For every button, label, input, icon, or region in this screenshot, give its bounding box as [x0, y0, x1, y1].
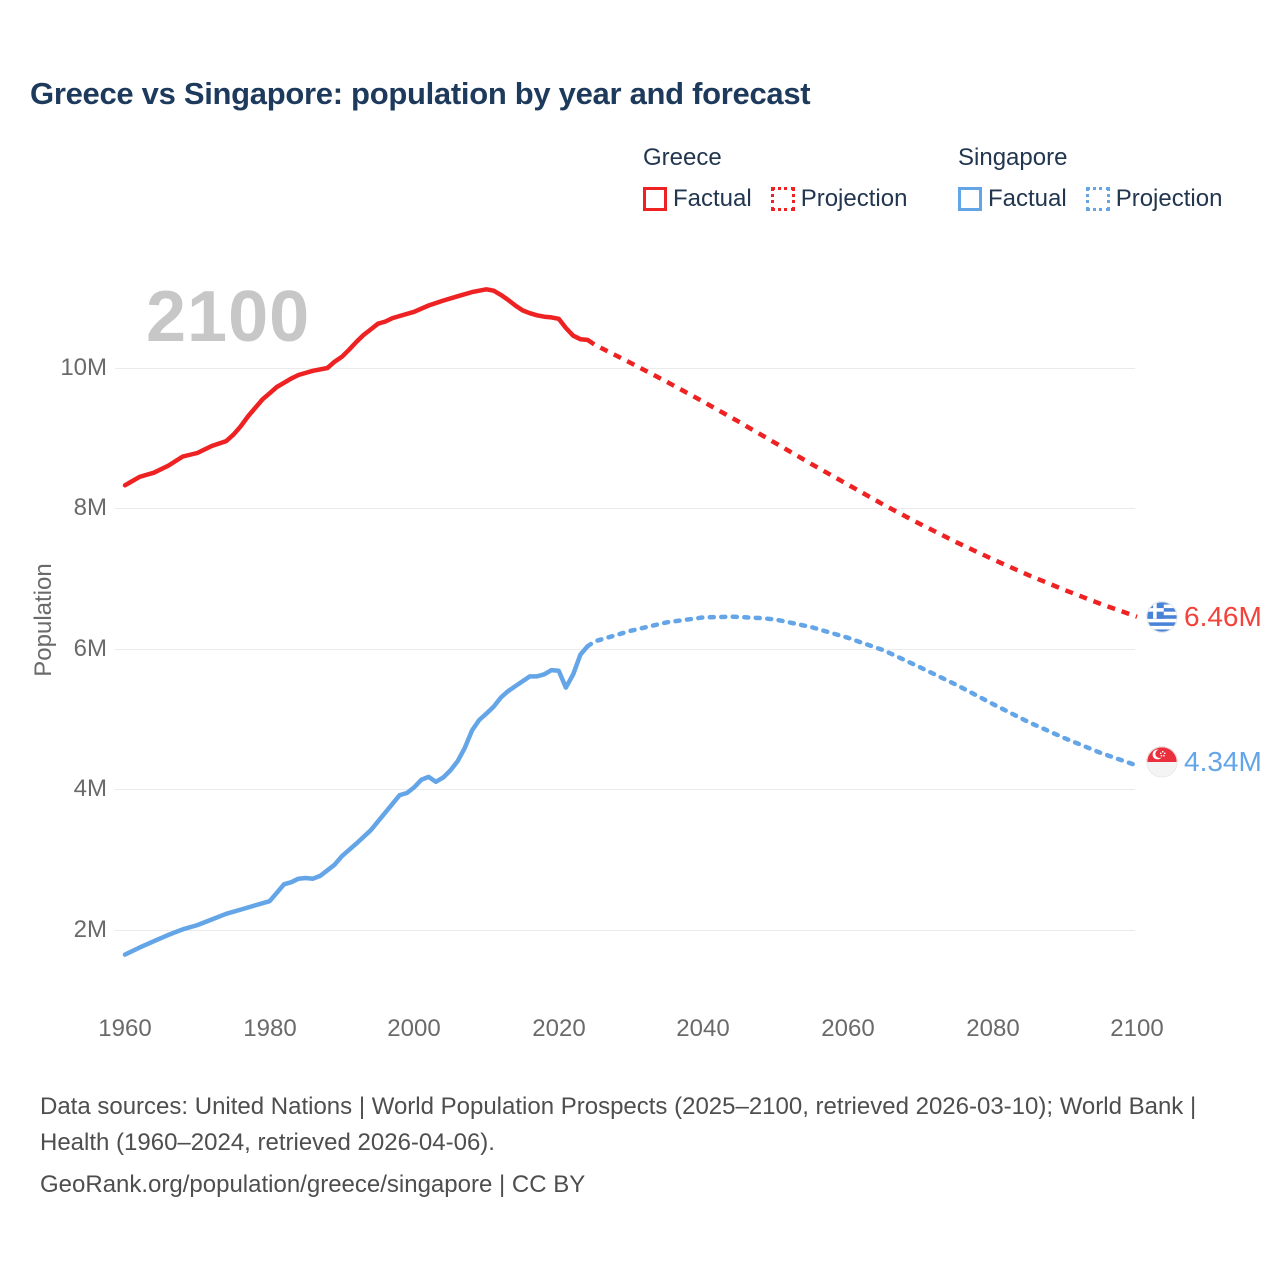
greece-end-value: 6.46M	[1184, 601, 1262, 632]
x-tick-1960: 1960	[98, 1015, 152, 1042]
gridline-6m	[115, 649, 1135, 650]
y-tick-4m: 4M	[73, 775, 107, 802]
legend-singapore-header: Singapore	[958, 144, 1068, 171]
greece-factual-line	[122, 287, 590, 488]
singapore-projection-swatch[interactable]	[1085, 186, 1110, 211]
gridline-2m	[115, 930, 1135, 931]
greece-projection-swatch[interactable]	[770, 186, 795, 211]
y-tick-6m: 6M	[73, 635, 107, 662]
greece-factual-swatch[interactable]	[643, 186, 667, 211]
x-tick-2060: 2060	[821, 1015, 875, 1042]
greece-projection-line	[586, 338, 1138, 619]
singapore-factual-line	[122, 643, 590, 957]
page-title: Greece vs Singapore: population by year …	[30, 76, 811, 111]
x-tick-2080: 2080	[966, 1015, 1020, 1042]
greece-flag-icon	[1146, 601, 1178, 633]
attribution-link[interactable]: GeoRank.org/population/greece/singapore …	[40, 1171, 586, 1198]
singapore-factual-label: Factual	[988, 184, 1067, 212]
year-watermark: 2100	[146, 277, 311, 357]
gridline-10m	[115, 368, 1135, 369]
x-tick-2000: 2000	[387, 1015, 441, 1042]
data-sources-text: Data sources: United Nations | World Pop…	[40, 1093, 1197, 1156]
gridline-4m	[115, 789, 1135, 790]
x-tick-1980: 1980	[243, 1015, 297, 1042]
singapore-projection-label: Projection	[1115, 184, 1223, 212]
y-tick-8m: 8M	[73, 494, 107, 521]
footer: Data sources: United Nations | World Pop…	[40, 1089, 1225, 1203]
greece-factual-label: Factual	[673, 184, 752, 212]
singapore-projection-line	[585, 614, 1140, 768]
legend-greece: Greece Factual Projection	[643, 144, 907, 212]
x-tick-2100: 2100	[1110, 1015, 1164, 1042]
singapore-factual-swatch[interactable]	[958, 186, 982, 211]
legend-singapore: Singapore Factual Projection	[958, 144, 1222, 212]
y-tick-2m: 2M	[73, 916, 107, 943]
singapore-end-value: 4.34M	[1184, 746, 1262, 777]
x-tick-2040: 2040	[676, 1015, 730, 1042]
x-tick-2020: 2020	[532, 1015, 586, 1042]
gridline-8m	[115, 508, 1135, 509]
y-tick-10m: 10M	[60, 354, 107, 381]
legend-greece-header: Greece	[643, 144, 722, 171]
singapore-flag-icon	[1146, 746, 1178, 778]
greece-projection-label: Projection	[800, 184, 908, 212]
